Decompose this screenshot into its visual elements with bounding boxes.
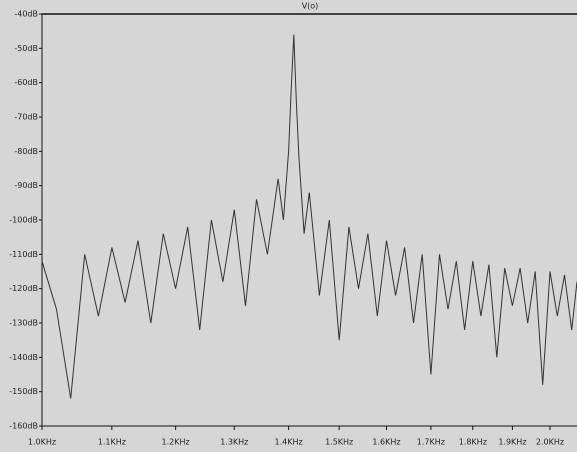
y-tick-label: -140dB [9, 353, 38, 362]
x-tick-label: 1.5KHz [325, 438, 353, 447]
y-tick-label: -50dB [14, 44, 38, 53]
x-tick-label: 1.1KHz [98, 438, 126, 447]
x-tick-label: 1.2KHz [162, 438, 190, 447]
y-tick-label: -160dB [9, 422, 38, 431]
y-tick-label: -90dB [14, 181, 38, 190]
x-tick-label: 2.0KHz [536, 438, 564, 447]
y-tick-label: -150dB [9, 387, 38, 396]
y-tick-label: -100dB [9, 216, 38, 225]
x-tick-label: 1.4KHz [275, 438, 303, 447]
x-tick-label: 1.7KHz [417, 438, 445, 447]
y-tick-label: -40dB [14, 10, 38, 19]
y-tick-label: -80dB [14, 147, 38, 156]
chart: V(o) -40dB -50dB -60dB -70dB -80dB -90dB -100d… [0, 0, 577, 452]
y-tick-label: -70dB [14, 113, 38, 122]
y-tick-label: -60dB [14, 78, 38, 87]
y-tick-label: -110dB [9, 250, 38, 259]
y-tick-label: -120dB [9, 284, 38, 293]
y-tick-label: -130dB [9, 319, 38, 328]
x-tick-label: 1.9KHz [498, 438, 526, 447]
x-tick-label: 1.3KHz [220, 438, 248, 447]
x-tick-label: 1.8KHz [459, 438, 487, 447]
x-tick-label: 1.0KHz [28, 438, 56, 447]
chart-title: V(o) [302, 2, 319, 11]
series-line [42, 35, 577, 399]
x-tick-label: 1.6KHz [372, 438, 400, 447]
